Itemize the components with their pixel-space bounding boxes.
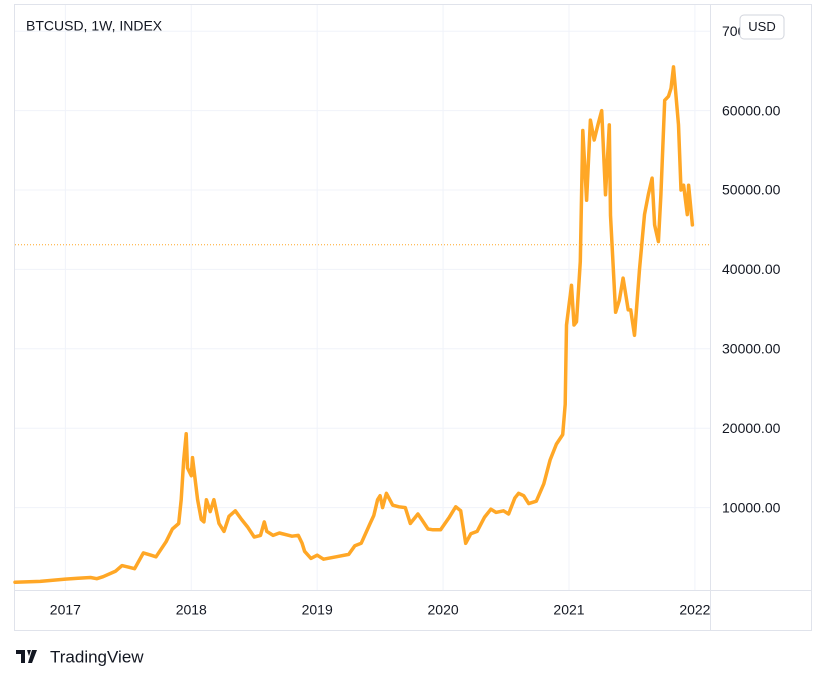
brand-name: TradingView [50, 647, 144, 666]
y-tick-label: 40000.00 [722, 261, 781, 277]
y-tick-label: 10000.00 [722, 499, 781, 515]
grid [15, 5, 710, 590]
x-tick-label: 2022 [679, 602, 710, 618]
y-tick-label: 60000.00 [722, 102, 781, 118]
brand-logo: TradingView [16, 647, 144, 666]
x-tick-label: 2020 [428, 602, 459, 618]
y-tick-label: 30000.00 [722, 341, 781, 357]
chart-title: BTCUSD, 1W, INDEX [26, 18, 163, 34]
x-tick-label: 2018 [176, 602, 207, 618]
x-tick-label: 2019 [302, 602, 333, 618]
currency-badge: USD [739, 14, 785, 40]
price-line [13, 65, 695, 584]
currency-badge-box [739, 14, 785, 40]
marks [13, 65, 710, 584]
brand-icon [16, 650, 37, 663]
y-tick-label: 20000.00 [722, 420, 781, 436]
y-tick-label: 50000.00 [722, 182, 781, 198]
x-tick-label: 2017 [50, 602, 81, 618]
chart-frame [14, 4, 812, 631]
currency-label: USD [748, 19, 775, 34]
x-tick-label: 2021 [553, 602, 584, 618]
